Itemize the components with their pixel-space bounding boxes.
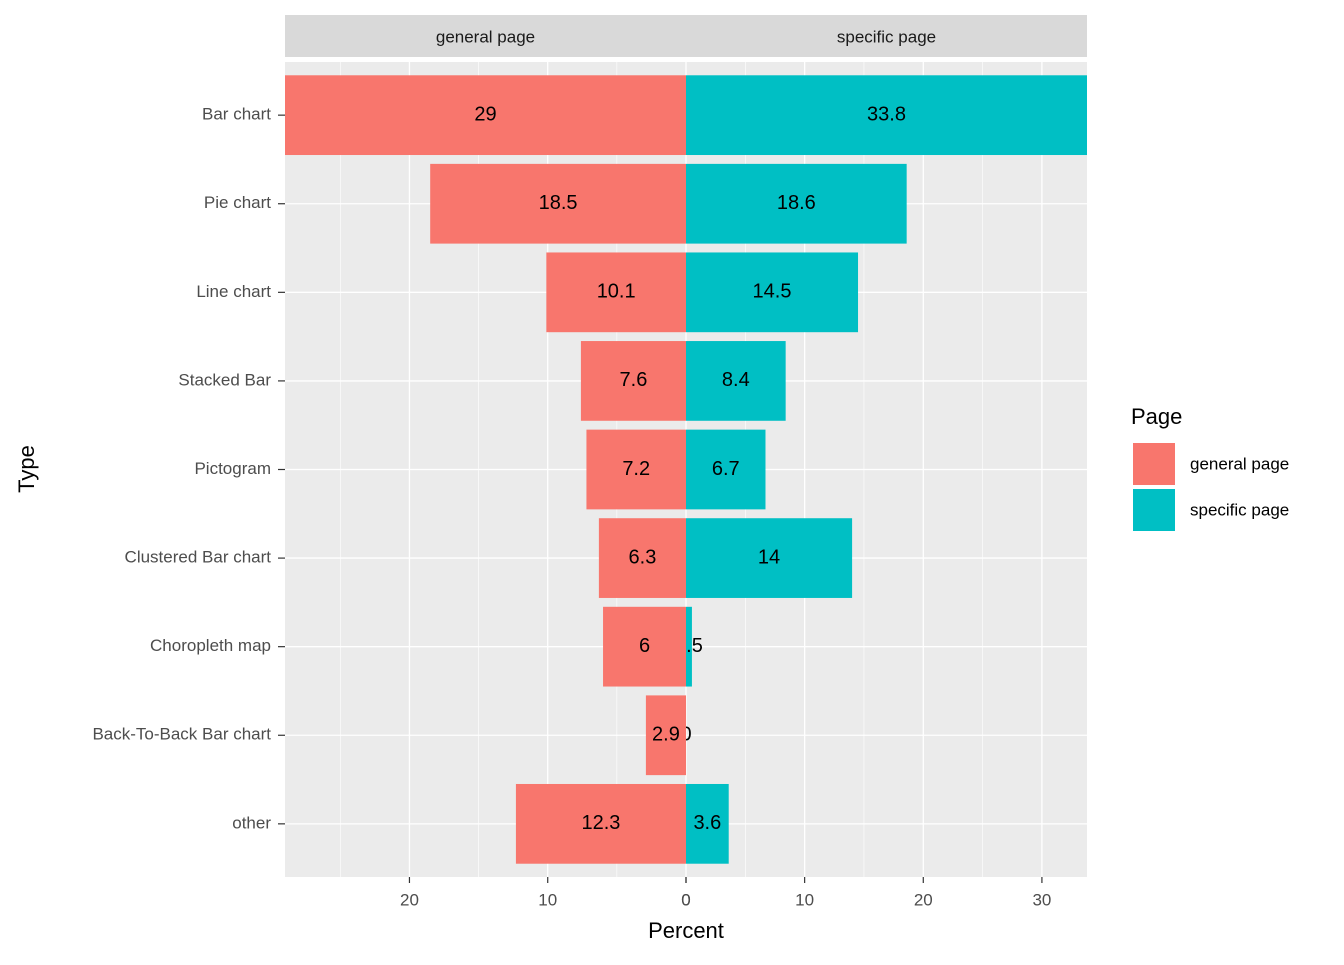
legend-key — [1133, 489, 1175, 531]
bar — [285, 75, 686, 156]
data-label: 29 — [474, 103, 496, 125]
bar — [686, 518, 853, 598]
data-label: 2.9 — [652, 724, 680, 746]
x-tick-label: 30 — [1032, 890, 1051, 909]
bar — [686, 163, 907, 244]
x-tick-label: 20 — [400, 890, 419, 909]
bar — [580, 341, 686, 421]
legend-key — [1133, 443, 1175, 485]
data-label: 33.8 — [867, 103, 906, 125]
data-label: 12.3 — [581, 812, 620, 834]
y-tick-label: Bar chart — [202, 105, 271, 124]
bar — [686, 252, 859, 333]
bar — [686, 429, 766, 510]
panel: 33.8 18.6 14.5 8.4 6.7 14 0.5 0 3.6 — [675, 62, 1087, 877]
bar — [686, 606, 692, 687]
bar — [645, 695, 686, 776]
bar — [598, 518, 686, 598]
y-tick-label: other — [232, 813, 271, 832]
legend-label: general page — [1190, 454, 1289, 473]
data-label: 6 — [639, 635, 650, 657]
y-tick-label: Back-To-Back Bar chart — [92, 725, 271, 744]
data-label: 8.4 — [722, 369, 750, 391]
x-tick-label: 0 — [681, 890, 690, 909]
strip-background — [285, 15, 686, 57]
bar — [686, 75, 1087, 156]
y-tick-label: Clustered Bar chart — [125, 548, 272, 567]
data-label: 6.3 — [629, 546, 657, 568]
strip-label: specific page — [837, 27, 936, 46]
bar — [686, 341, 786, 421]
y-tick-label: Stacked Bar — [178, 370, 271, 389]
strip-label: general page — [436, 27, 535, 46]
bar — [546, 252, 686, 333]
panel: 29 18.5 10.1 7.6 7.2 6.3 6 2.9 12.3 — [285, 62, 686, 877]
y-tick-label: Choropleth map — [150, 636, 271, 655]
data-label: 14.5 — [753, 281, 792, 303]
x-axis-label: Percent — [648, 918, 724, 943]
y-tick-label: Pie chart — [204, 193, 271, 212]
legend-label: specific page — [1190, 500, 1289, 519]
data-label: 18.6 — [777, 192, 816, 214]
data-label: 10.1 — [597, 281, 636, 303]
data-label: 7.2 — [622, 458, 650, 480]
data-label: 14 — [758, 546, 780, 568]
strip-background — [686, 15, 1087, 57]
bar — [586, 429, 686, 510]
data-label: 0.5 — [675, 635, 703, 657]
bar — [515, 783, 686, 864]
x-tick-label: 10 — [795, 890, 814, 909]
y-tick-label: Pictogram — [194, 459, 271, 478]
x-tick-label: 10 — [538, 890, 557, 909]
x-tick-label: 20 — [914, 890, 933, 909]
y-tick-label: Line chart — [196, 282, 271, 301]
data-label: 3.6 — [693, 812, 721, 834]
data-label: 7.6 — [620, 369, 648, 391]
bar — [430, 163, 686, 244]
bar — [603, 606, 686, 687]
y-axis-label: Type — [14, 445, 39, 493]
legend-title: Page — [1131, 404, 1182, 429]
data-label: 18.5 — [539, 192, 578, 214]
x-tick-label: 0 — [681, 890, 690, 909]
data-label: 6.7 — [712, 458, 740, 480]
data-label: 0 — [680, 724, 691, 746]
bar — [686, 783, 729, 864]
